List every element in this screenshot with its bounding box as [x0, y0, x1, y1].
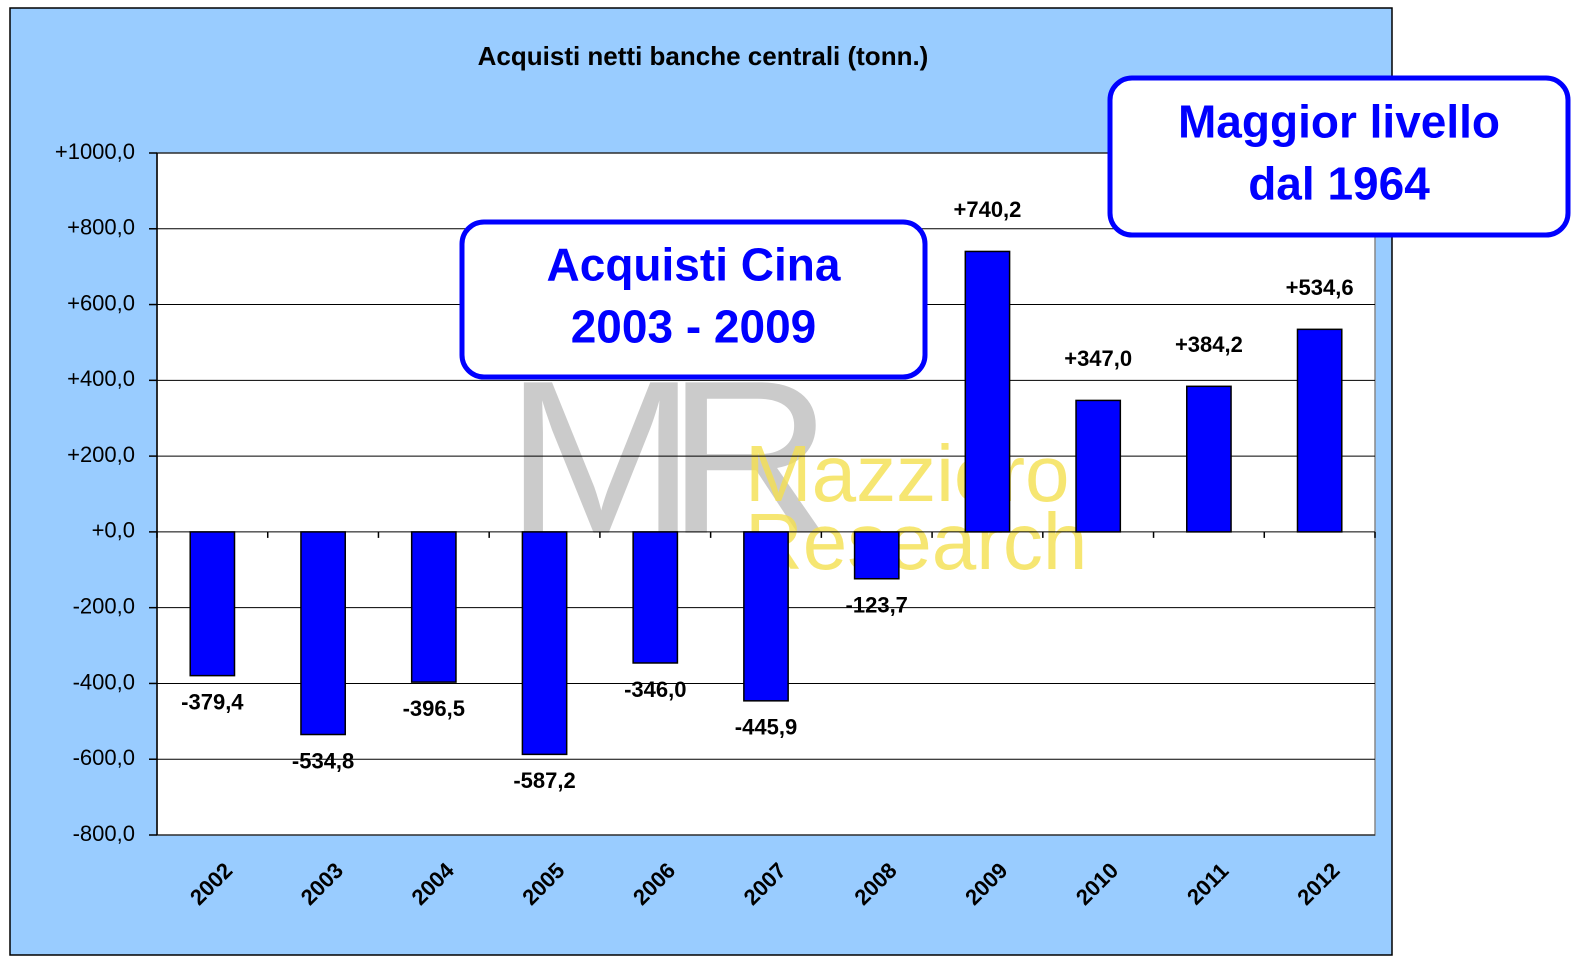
y-tick-label: +1000,0: [55, 139, 135, 164]
y-tick-label: +200,0: [67, 442, 135, 467]
y-tick-label: +800,0: [67, 215, 135, 240]
value-label: +384,2: [1175, 332, 1243, 357]
value-label: +534,6: [1286, 275, 1354, 300]
value-label: +347,0: [1064, 346, 1132, 371]
bar: [521, 531, 568, 756]
value-label: -123,7: [846, 593, 908, 618]
chart-title: Acquisti netti banche centrali (tonn.): [478, 41, 929, 71]
value-label: -445,9: [735, 715, 797, 740]
value-label: -534,8: [292, 748, 354, 773]
watermark: Research: [745, 497, 1087, 586]
y-tick-label: +400,0: [67, 366, 135, 391]
bar: [1075, 399, 1122, 533]
y-tick-label: +600,0: [67, 290, 135, 315]
bar: [1186, 385, 1232, 533]
bar: [853, 531, 900, 580]
bar: [743, 531, 789, 702]
annotation-box: [459, 219, 928, 380]
annotation-box: [1107, 75, 1571, 238]
annotation-text: Maggior livello: [1178, 96, 1500, 148]
y-tick-label: -800,0: [73, 821, 135, 846]
watermark: Mazziero: [745, 429, 1070, 518]
value-label: +740,2: [954, 197, 1022, 222]
bar: [964, 250, 1011, 533]
bar: [410, 531, 457, 683]
bar: [189, 531, 236, 677]
annotation-text: 2003 - 2009: [571, 301, 817, 353]
value-label: -379,4: [181, 689, 244, 714]
y-tick-label: -400,0: [73, 669, 135, 694]
bar: [1296, 328, 1343, 533]
y-tick-label: +0,0: [92, 518, 135, 543]
value-label: -396,5: [403, 696, 465, 721]
y-tick-label: -200,0: [73, 593, 135, 618]
value-label: -346,0: [624, 677, 686, 702]
annotation-text: dal 1964: [1248, 158, 1430, 210]
annotation-text: Acquisti Cina: [547, 239, 841, 291]
bar: [300, 531, 346, 736]
bar: [632, 531, 679, 664]
y-tick-label: -600,0: [73, 745, 135, 770]
value-label: -587,2: [513, 768, 575, 793]
